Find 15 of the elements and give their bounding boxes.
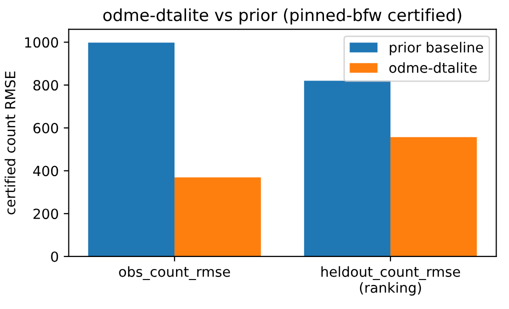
y-tick-label: 800: [33, 80, 58, 91]
legend-label: odme-dtalite: [389, 62, 477, 73]
y-tick-label: 200: [34, 208, 58, 220]
y-tick-label: 1000: [25, 37, 58, 48]
bar: [88, 42, 175, 256]
y-tick-label: 600: [33, 122, 58, 134]
y-tick-label: 0: [51, 251, 58, 262]
legend-label: prior baseline: [390, 42, 484, 56]
y-axis-title: certified count RMSE: [4, 72, 16, 214]
x-tick-label: obs_count_rmse: [119, 266, 230, 280]
x-tick-label: heldout_count_rmse (ranking): [321, 266, 460, 296]
bar: [174, 177, 261, 256]
bar: [390, 137, 477, 256]
chart-title: odme-dtalite vs prior (pinned-bfw certified): [103, 8, 462, 24]
y-tick-label: 400: [33, 166, 58, 176]
